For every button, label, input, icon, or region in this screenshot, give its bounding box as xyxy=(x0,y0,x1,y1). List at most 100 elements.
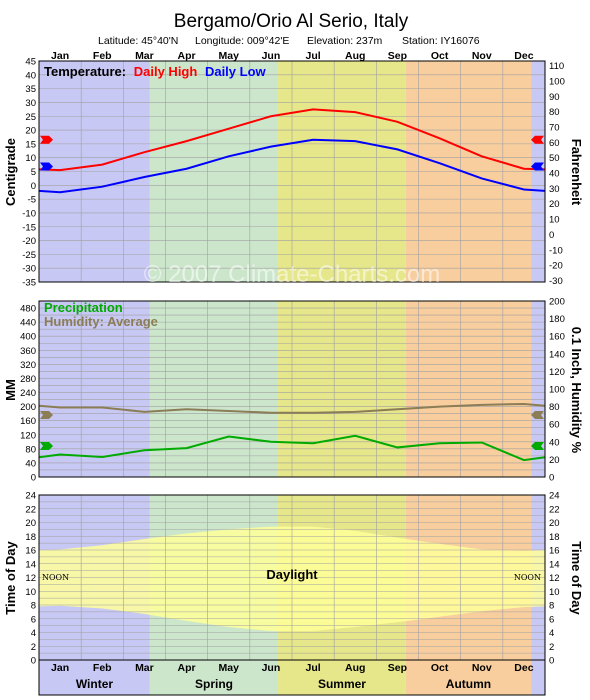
y-tick-label-right: 8 xyxy=(549,601,554,612)
elevation-text: Elevation: 237m xyxy=(307,35,383,47)
y-tick-label: 10 xyxy=(25,153,36,164)
y-tick-label: 0 xyxy=(31,181,36,192)
y-tick-label-right: 10 xyxy=(549,587,560,598)
y-tick-label: 45 xyxy=(25,57,36,68)
panel-border xyxy=(38,60,546,283)
y-tick-label-right: 20 xyxy=(549,518,560,529)
y-tick-label-right: 90 xyxy=(549,92,560,103)
month-label-bottom: Jun xyxy=(262,662,281,674)
y-tick-label: 25 xyxy=(25,112,36,123)
noon-label-right: NOON xyxy=(514,573,541,582)
y-tick-label: 240 xyxy=(20,388,36,399)
month-label-top: Feb xyxy=(93,50,112,62)
annual-precip-marker-right xyxy=(531,442,544,451)
y-tick-label: 320 xyxy=(20,360,36,371)
y-tick-label-right: 12 xyxy=(549,573,560,584)
y-tick-label-right: 16 xyxy=(549,546,560,557)
y-tick-label-right: 80 xyxy=(549,107,560,118)
y-tick-label: 30 xyxy=(25,98,36,109)
season-band xyxy=(531,301,545,477)
y-tick-label-right: 4 xyxy=(549,628,554,639)
y-tick-label: 5 xyxy=(31,167,36,178)
month-label-bottom: Oct xyxy=(431,662,449,674)
day-left-axis-title: Time of Day xyxy=(3,541,18,615)
y-tick-label: 400 xyxy=(20,332,36,343)
month-label-top: Mar xyxy=(135,50,154,62)
temp-series-line xyxy=(38,138,546,194)
panel-border xyxy=(38,300,546,478)
y-tick-label-right: 20 xyxy=(549,199,560,210)
season-band xyxy=(149,301,279,477)
month-label-top: Jun xyxy=(262,50,281,62)
month-label-top: Dec xyxy=(514,50,533,62)
temperature-panel xyxy=(38,60,546,283)
annual-high-marker-right xyxy=(531,135,544,144)
month-label-bottom: Aug xyxy=(345,662,365,674)
month-label-top: Jul xyxy=(305,50,320,62)
y-tick-label: -5 xyxy=(28,195,36,206)
y-tick-label-right: 24 xyxy=(549,491,560,502)
chart-axes: Winter Spring Summer Autumn4540353025201510… xyxy=(20,50,565,696)
y-tick-label-right: 0 xyxy=(549,230,554,241)
y-tick-label: -35 xyxy=(22,278,36,289)
y-tick-label-right: 40 xyxy=(549,437,560,448)
y-tick-label: 360 xyxy=(20,346,36,357)
station-text: Station: IY16076 xyxy=(402,35,480,47)
y-tick-label: 480 xyxy=(20,304,36,315)
temp-series-line xyxy=(38,108,546,172)
precip-right-axis-title: 0.1 Inch, Humidity % xyxy=(569,327,584,454)
precipitation-line xyxy=(38,434,546,462)
y-tick-label-right: 180 xyxy=(549,314,565,325)
watermark: © 2007 Climate-Charts.com xyxy=(144,261,440,288)
month-label-top: Sep xyxy=(388,50,407,62)
day-right-axis-title: Time of Day xyxy=(569,541,584,615)
month-label-bottom: Dec xyxy=(514,662,533,674)
y-tick-label: -30 xyxy=(22,264,36,275)
y-tick-label-right: 40 xyxy=(549,169,560,180)
temperature-legend: Temperature: Daily High Daily Low xyxy=(44,64,267,79)
month-label-bottom: Sep xyxy=(388,662,407,674)
y-tick-label-right: 0 xyxy=(549,656,554,667)
y-tick-label: 8 xyxy=(31,601,36,612)
latitude-text: Latitude: 45°40'N xyxy=(98,35,178,47)
noon-label-left: NOON xyxy=(42,573,69,582)
temp-right-axis-title: Fahrenheit xyxy=(569,139,584,206)
y-tick-label: 120 xyxy=(20,430,36,441)
annual-high-marker-left xyxy=(40,135,53,144)
season-band xyxy=(405,660,532,695)
annual-humidity-marker-right xyxy=(531,411,544,420)
y-tick-label: 12 xyxy=(25,573,36,584)
y-tick-label: -15 xyxy=(22,222,36,233)
y-tick-label: 20 xyxy=(25,518,36,529)
y-tick-label: 2 xyxy=(31,642,36,653)
temp-left-axis-title: Centigrade xyxy=(3,138,18,206)
y-tick-label-right: 22 xyxy=(549,504,560,515)
month-label-top: May xyxy=(219,50,240,62)
y-tick-label: 4 xyxy=(31,628,36,639)
y-tick-label: -25 xyxy=(22,250,36,261)
y-tick-label-right: 60 xyxy=(549,138,560,149)
y-tick-label: 0 xyxy=(31,473,36,484)
y-tick-label-right: 6 xyxy=(549,614,554,625)
humidity-line xyxy=(38,402,546,414)
y-tick-label-right: 30 xyxy=(549,184,560,195)
y-tick-label-right: 110 xyxy=(549,61,564,72)
y-tick-label: 160 xyxy=(20,416,36,427)
daylight-label: Daylight xyxy=(266,567,318,582)
month-label-bottom: Apr xyxy=(178,662,196,674)
y-tick-label: 18 xyxy=(25,532,36,543)
longitude-text: Longitude: 009°42'E xyxy=(195,35,289,47)
y-tick-label: 20 xyxy=(25,126,36,137)
y-tick-label-right: 100 xyxy=(549,76,565,87)
season-label: Spring xyxy=(195,677,233,691)
y-tick-label-right: 2 xyxy=(549,642,554,653)
y-tick-label: 14 xyxy=(25,559,36,570)
season-band xyxy=(405,301,532,477)
y-tick-label: 0 xyxy=(31,656,36,667)
y-tick-label: 280 xyxy=(20,374,36,385)
month-label-bottom: Jan xyxy=(51,662,69,674)
precipitation-panel xyxy=(38,300,546,478)
humidity-legend: Humidity: Average xyxy=(44,314,158,329)
season-band xyxy=(531,660,545,695)
y-tick-label: 440 xyxy=(20,318,36,329)
